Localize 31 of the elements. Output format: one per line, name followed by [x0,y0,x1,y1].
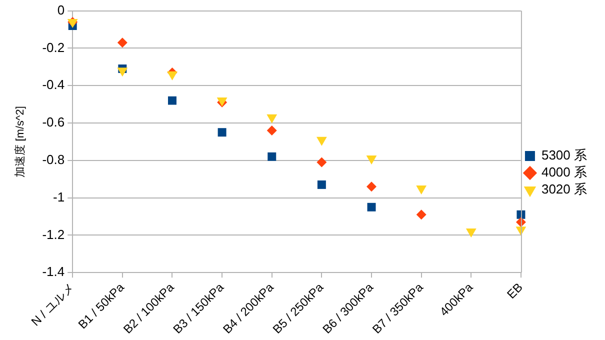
legend-label: 3020 系 [541,182,588,197]
point [266,125,277,136]
point [316,136,327,146]
point [416,210,426,220]
y-tick-label: -1.4 [42,264,65,280]
point [366,182,377,192]
y-tick-label: -0.2 [42,40,65,55]
point [366,156,377,165]
point [117,68,128,77]
y-tick-label: -1.2 [42,226,65,242]
y-tick-label: -0.6 [42,114,65,130]
point [167,71,178,80]
y-tick-label: -1 [53,189,65,204]
y-axis-title: 加速度 [m/s^2] [14,106,27,178]
y-tick-label: 0 [57,2,65,18]
point [117,38,128,48]
point [266,114,278,124]
point [316,157,327,168]
point [317,180,326,189]
point [466,228,476,238]
y-tick-label: -0.4 [42,77,65,92]
point [168,96,176,105]
legend-label: 5300 系 [541,148,588,163]
point [268,152,276,161]
legend-label: 4000 系 [541,164,588,180]
point [416,185,427,194]
x-tick-label: EB [504,280,526,302]
point [367,202,376,212]
point [218,128,226,137]
y-tick-label: -0.8 [42,152,65,167]
x-tick-label: N / ユルメ [28,280,78,329]
